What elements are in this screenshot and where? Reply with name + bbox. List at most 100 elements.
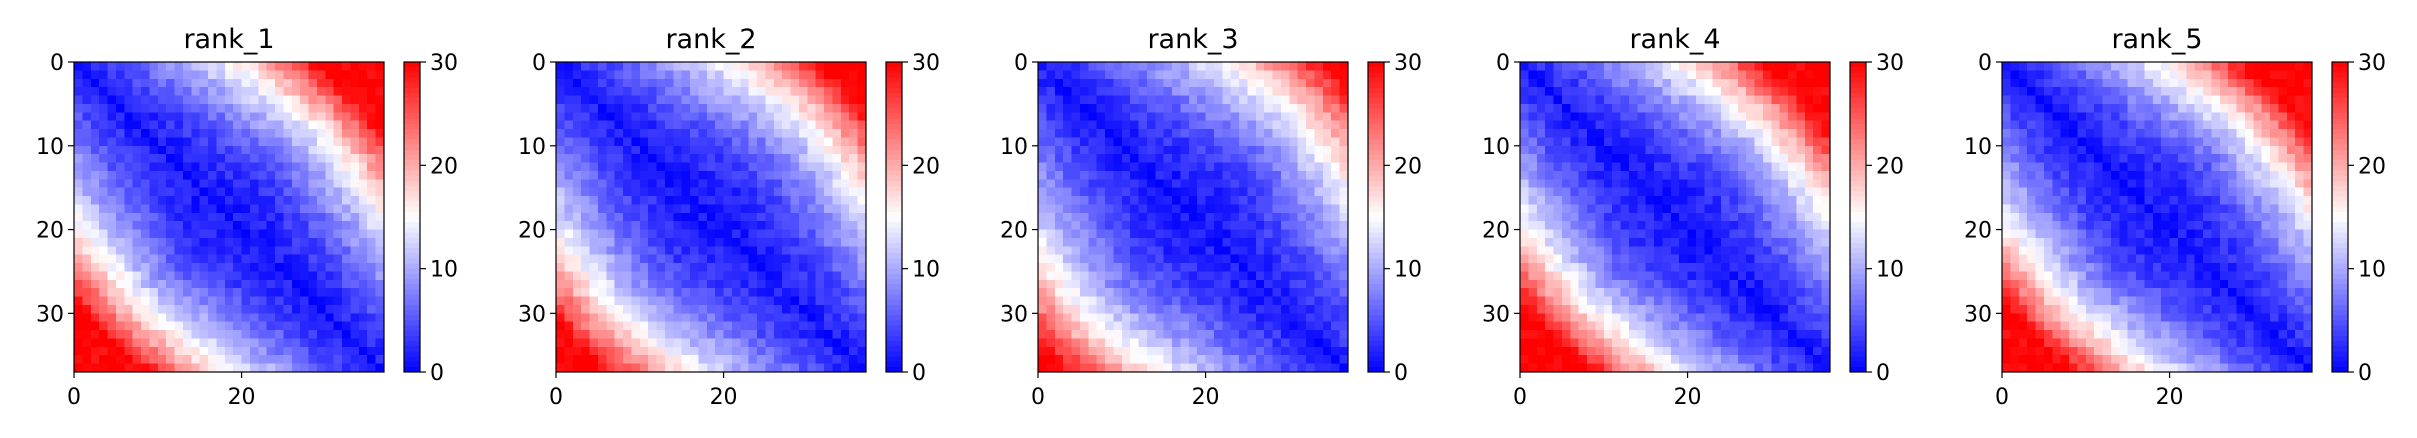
heatmap-cell (316, 338, 326, 348)
heatmap-cell (1205, 279, 1215, 289)
heatmap-cell (740, 62, 750, 71)
heatmap-cell (623, 95, 633, 105)
heatmap-cell (1695, 196, 1705, 206)
heatmap-cell (589, 179, 599, 189)
heatmap-cell (798, 321, 808, 331)
heatmap-cell (174, 120, 184, 130)
heatmap-cell (681, 271, 691, 281)
heatmap-cell (166, 145, 176, 155)
heatmap-cell (1339, 154, 1349, 164)
heatmap-cell (249, 363, 259, 373)
heatmap-cell (1071, 112, 1081, 122)
heatmap-cell (748, 112, 758, 122)
heatmap-cell (773, 221, 783, 231)
heatmap-cell (124, 237, 134, 247)
heatmap-cell (740, 129, 750, 139)
heatmap-cell (1088, 103, 1098, 113)
heatmap-cell (782, 355, 792, 365)
heatmap-cell (1306, 129, 1316, 139)
heatmap-cell (706, 304, 716, 314)
heatmap-cell (723, 78, 733, 88)
heatmap-cell (141, 62, 151, 71)
heatmap-cell (765, 254, 775, 264)
heatmap-cell (1054, 288, 1064, 298)
heatmap-cell (333, 162, 343, 172)
heatmap-cell (757, 204, 767, 214)
heatmap-cell (1587, 137, 1597, 147)
heatmap-cell (1155, 313, 1165, 323)
heatmap-cell (325, 229, 335, 239)
heatmap-cell (1264, 321, 1274, 331)
heatmap-cell (107, 221, 117, 231)
heatmap-cell (1687, 95, 1697, 105)
heatmap-cell (782, 129, 792, 139)
heatmap-cell (224, 313, 234, 323)
heatmap-cell (1280, 95, 1290, 105)
heatmap-cell (572, 112, 582, 122)
heatmap-cell (107, 246, 117, 256)
heatmap-cell (1297, 78, 1307, 88)
heatmap-cell (1079, 196, 1089, 206)
heatmap-cell (124, 212, 134, 222)
heatmap-cell (367, 170, 377, 180)
heatmap-cell (606, 129, 616, 139)
heatmap-cell (333, 103, 343, 113)
heatmap-cell (631, 145, 641, 155)
heatmap-cell (1322, 237, 1332, 247)
heatmap-cell (1695, 137, 1705, 147)
heatmap-cell (748, 170, 758, 180)
heatmap-cell (1578, 120, 1588, 130)
heatmap-cell (1205, 87, 1215, 97)
heatmap-cell (1297, 162, 1307, 172)
heatmap-cell (233, 170, 243, 180)
heatmap-cell (1038, 271, 1047, 281)
heatmap-cell (124, 279, 134, 289)
heatmap-cell (681, 145, 691, 155)
heatmap-cell (1620, 95, 1630, 105)
heatmap-cell (124, 87, 134, 97)
heatmap-cell (141, 355, 151, 365)
heatmap-cell (1679, 154, 1689, 164)
heatmap-cell (82, 112, 92, 122)
heatmap-cell (107, 137, 117, 147)
heatmap-cell (1222, 263, 1232, 273)
colorbar-segment (1368, 232, 1384, 239)
heatmap-cell (1105, 196, 1115, 206)
heatmap-cell (790, 263, 800, 273)
heatmap-cell (1264, 120, 1274, 130)
heatmap-cell (208, 237, 218, 247)
heatmap-cell (208, 296, 218, 306)
heatmap-cell (1322, 355, 1332, 365)
heatmap-cell (782, 271, 792, 281)
heatmap-cell (367, 279, 377, 289)
heatmap-cell (1322, 154, 1332, 164)
colorbar-segment (404, 289, 420, 296)
heatmap-cell (90, 263, 100, 273)
heatmap-cell (807, 346, 817, 356)
heatmap-cell (648, 263, 658, 273)
heatmap-cell (1146, 263, 1156, 273)
heatmap-cell (166, 355, 176, 365)
heatmap-cell (1063, 154, 1073, 164)
heatmap-cell (1046, 112, 1056, 122)
heatmap-cell (90, 313, 100, 323)
heatmap-cell (798, 78, 808, 88)
heatmap-cell (1595, 112, 1605, 122)
heatmap-cell (723, 338, 733, 348)
heatmap-cell (333, 363, 343, 373)
heatmap-cell (1088, 196, 1098, 206)
heatmap-cell (1038, 212, 1047, 222)
heatmap-cell (316, 288, 326, 298)
heatmap-cell (556, 296, 565, 306)
heatmap-cell (614, 196, 624, 206)
heatmap-cell (798, 355, 808, 365)
heatmap-cell (1762, 187, 1772, 197)
heatmap-cell (639, 204, 649, 214)
heatmap-cell (191, 145, 201, 155)
heatmap-cell (1297, 363, 1307, 373)
heatmap-cell (1729, 112, 1739, 122)
heatmap-cell (283, 154, 293, 164)
heatmap-cell (581, 87, 591, 97)
heatmap-cell (1280, 120, 1290, 130)
heatmap-cell (1071, 271, 1081, 281)
